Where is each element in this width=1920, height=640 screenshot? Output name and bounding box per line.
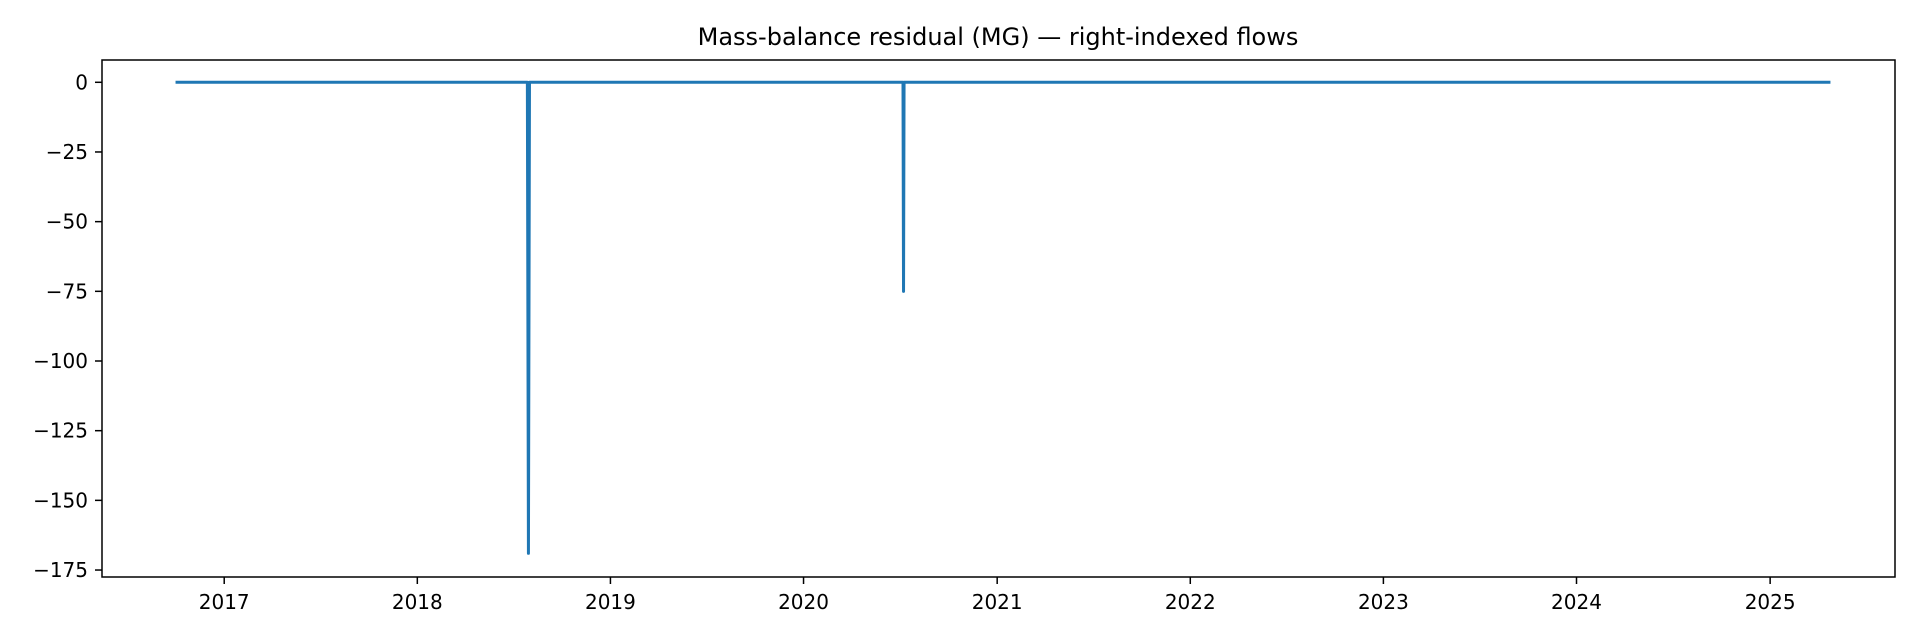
y-tick-label: −125 bbox=[33, 419, 88, 443]
y-tick-label: −50 bbox=[46, 210, 88, 234]
y-tick-label: −75 bbox=[46, 279, 88, 303]
series-group bbox=[175, 80, 1831, 555]
y-axis-ticks: 0 −25 −50 −75 −100 −125 −150 −175 bbox=[33, 70, 102, 582]
x-tick-label: 2025 bbox=[1745, 590, 1796, 614]
x-tick-label: 2023 bbox=[1358, 590, 1409, 614]
y-tick-label: −100 bbox=[33, 349, 88, 373]
x-tick-label: 2021 bbox=[972, 590, 1023, 614]
series-line-0 bbox=[175, 80, 1831, 555]
x-tick-label: 2018 bbox=[392, 590, 443, 614]
y-tick-label: −25 bbox=[46, 140, 88, 164]
x-tick-label: 2022 bbox=[1165, 590, 1216, 614]
x-tick-label: 2019 bbox=[585, 590, 636, 614]
plot-frame bbox=[101, 59, 1896, 578]
x-tick-label: 2024 bbox=[1551, 590, 1602, 614]
y-tick-label: −175 bbox=[33, 558, 88, 582]
x-tick-label: 2020 bbox=[778, 590, 829, 614]
y-tick-label: 0 bbox=[75, 70, 88, 94]
x-axis-ticks: 2017 2018 2019 2020 2021 2022 2023 2024 2025 bbox=[199, 577, 1796, 614]
chart-title: Mass-balance residual (MG) — right-index… bbox=[698, 23, 1299, 51]
y-tick-label: −150 bbox=[33, 488, 88, 512]
x-tick-label: 2017 bbox=[199, 590, 250, 614]
